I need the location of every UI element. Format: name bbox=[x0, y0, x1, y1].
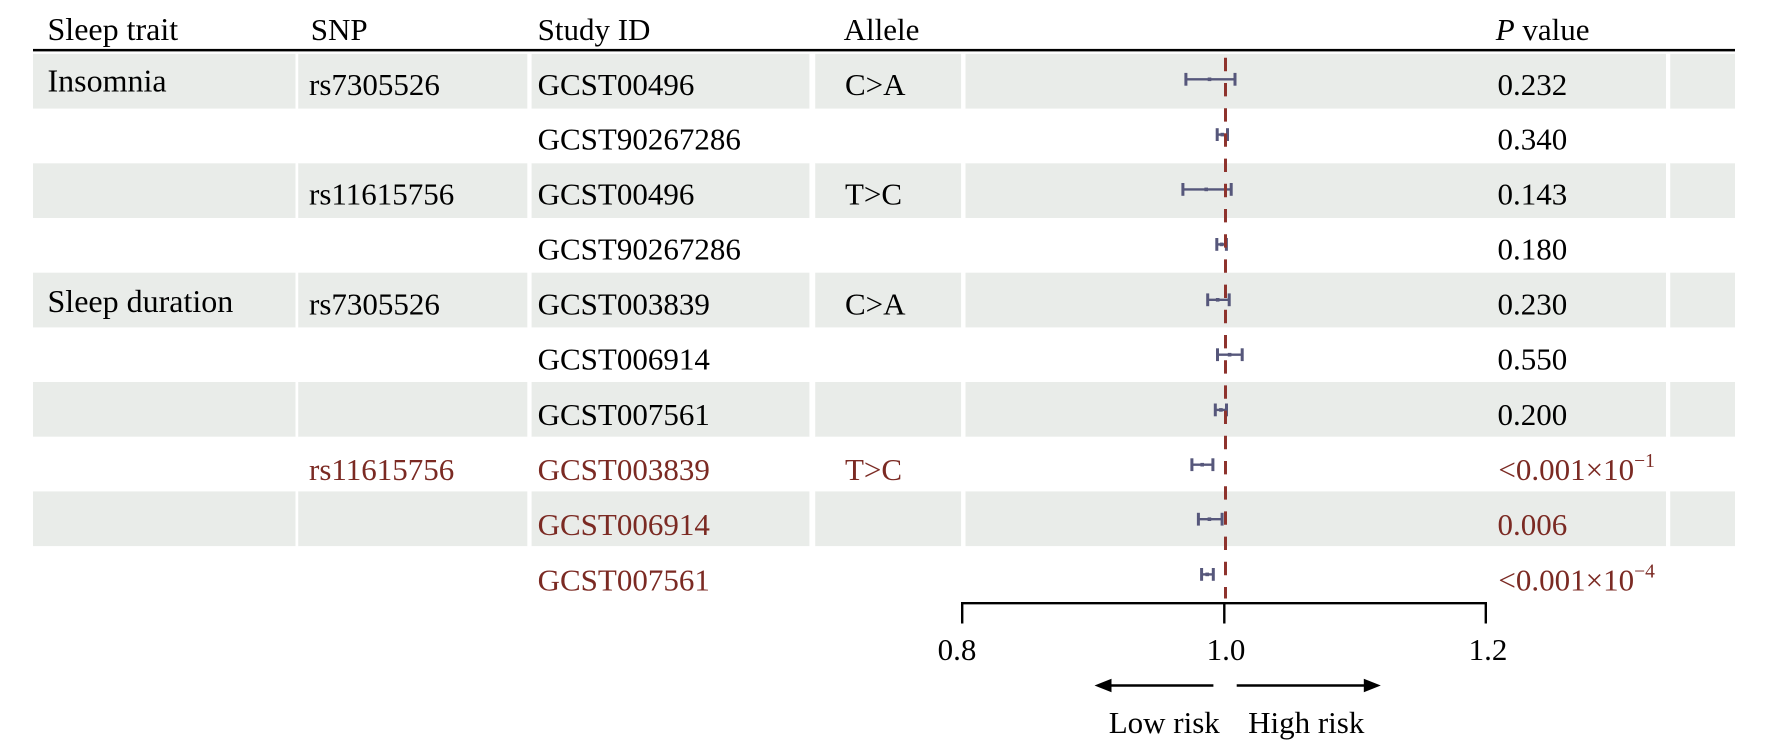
svg-text:0.340: 0.340 bbox=[1498, 122, 1568, 157]
svg-text:GCST003839: GCST003839 bbox=[538, 287, 710, 322]
svg-text:GCST006914: GCST006914 bbox=[538, 342, 711, 377]
svg-text:0.230: 0.230 bbox=[1498, 287, 1568, 322]
svg-text:0.200: 0.200 bbox=[1498, 397, 1568, 432]
svg-text:0.550: 0.550 bbox=[1498, 342, 1568, 377]
svg-text:GCST90267286: GCST90267286 bbox=[538, 232, 741, 267]
svg-text:rs11615756: rs11615756 bbox=[309, 177, 454, 212]
svg-text:<0.001×10−4: <0.001×10−4 bbox=[1498, 561, 1655, 597]
svg-text:GCST006914: GCST006914 bbox=[538, 507, 711, 542]
svg-text:T>C: T>C bbox=[845, 452, 902, 487]
svg-text:Sleep duration: Sleep duration bbox=[48, 283, 234, 319]
svg-text:0.143: 0.143 bbox=[1498, 177, 1568, 212]
svg-text:rs7305526: rs7305526 bbox=[309, 287, 440, 322]
svg-text:C>A: C>A bbox=[845, 67, 906, 102]
svg-text:rs7305526: rs7305526 bbox=[309, 67, 440, 102]
svg-text:High risk: High risk bbox=[1248, 705, 1365, 740]
svg-text:Allele: Allele bbox=[844, 12, 920, 47]
svg-text:T>C: T>C bbox=[845, 177, 902, 212]
svg-text:Sleep trait: Sleep trait bbox=[48, 11, 179, 47]
svg-text:0.232: 0.232 bbox=[1498, 67, 1568, 102]
svg-text:P value: P value bbox=[1495, 12, 1590, 47]
svg-text:0.180: 0.180 bbox=[1498, 232, 1568, 267]
svg-text:GCST00496: GCST00496 bbox=[538, 67, 695, 102]
svg-text:Low risk: Low risk bbox=[1109, 705, 1221, 740]
svg-text:rs11615756: rs11615756 bbox=[309, 452, 454, 487]
svg-text:1.0: 1.0 bbox=[1207, 632, 1246, 667]
svg-text:GCST003839: GCST003839 bbox=[538, 452, 710, 487]
svg-text:GCST007561: GCST007561 bbox=[538, 397, 710, 432]
svg-text:GCST00496: GCST00496 bbox=[538, 177, 695, 212]
svg-text:Insomnia: Insomnia bbox=[48, 62, 167, 98]
svg-text:0.006: 0.006 bbox=[1498, 507, 1568, 542]
svg-text:1.2: 1.2 bbox=[1469, 632, 1508, 667]
svg-text:SNP: SNP bbox=[311, 12, 368, 47]
svg-text:0.8: 0.8 bbox=[938, 632, 977, 667]
svg-text:Study ID: Study ID bbox=[538, 12, 651, 47]
svg-text:GCST90267286: GCST90267286 bbox=[538, 122, 741, 157]
svg-text:GCST007561: GCST007561 bbox=[538, 562, 710, 597]
svg-text:<0.001×10−1: <0.001×10−1 bbox=[1498, 451, 1654, 487]
svg-text:C>A: C>A bbox=[845, 287, 906, 322]
